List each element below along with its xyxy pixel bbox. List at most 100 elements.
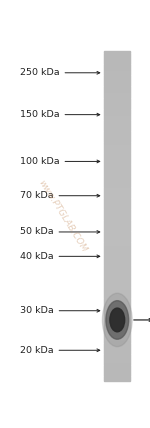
Bar — [104, 201, 130, 202]
Bar — [104, 62, 130, 63]
Bar — [104, 208, 130, 210]
Bar — [104, 90, 130, 91]
Bar — [104, 93, 130, 94]
Bar — [104, 304, 130, 305]
Bar — [104, 207, 130, 208]
Bar — [104, 348, 130, 349]
Bar — [104, 154, 130, 155]
Bar — [104, 107, 130, 108]
Bar — [104, 317, 130, 318]
Bar — [104, 273, 130, 274]
Bar — [104, 342, 130, 344]
Bar — [104, 116, 130, 117]
Bar — [104, 226, 130, 227]
Bar — [104, 368, 130, 369]
Bar — [104, 246, 130, 247]
Bar — [104, 150, 130, 152]
Bar — [104, 360, 130, 361]
Bar — [104, 143, 130, 144]
Bar — [104, 271, 130, 272]
Bar — [104, 291, 130, 292]
Bar — [104, 375, 130, 377]
Bar — [104, 101, 130, 102]
Bar — [104, 258, 130, 259]
Bar — [104, 166, 130, 167]
Bar — [104, 237, 130, 238]
Bar — [104, 380, 130, 381]
Bar — [104, 239, 130, 240]
Bar — [104, 144, 130, 145]
Bar — [104, 283, 130, 284]
Bar — [104, 265, 130, 267]
Bar — [104, 248, 130, 249]
Bar — [104, 292, 130, 293]
Bar — [104, 173, 130, 174]
Bar — [104, 253, 130, 255]
Bar — [104, 80, 130, 81]
Bar — [104, 229, 130, 230]
Bar — [104, 105, 130, 106]
Bar — [104, 181, 130, 182]
Bar — [104, 200, 130, 201]
Bar — [104, 241, 130, 243]
Bar — [104, 351, 130, 352]
Bar — [104, 163, 130, 164]
Bar — [104, 56, 130, 57]
Bar — [104, 245, 130, 246]
Bar — [104, 124, 130, 125]
Bar — [104, 167, 130, 168]
Bar — [104, 363, 130, 365]
Bar — [104, 68, 130, 69]
Bar — [104, 216, 130, 217]
Bar — [104, 112, 130, 113]
Bar — [104, 202, 130, 203]
Bar — [104, 84, 130, 86]
Bar — [104, 256, 130, 257]
Bar — [104, 274, 130, 276]
Bar — [104, 146, 130, 147]
Bar — [104, 329, 130, 330]
Text: 50 kDa: 50 kDa — [20, 227, 100, 236]
Bar — [104, 139, 130, 140]
Bar — [104, 177, 130, 178]
Bar — [104, 328, 130, 329]
Bar — [104, 197, 130, 199]
Bar — [104, 345, 130, 346]
Bar — [104, 228, 130, 229]
Bar — [104, 126, 130, 127]
Bar — [104, 284, 130, 285]
Bar — [104, 357, 130, 358]
Bar — [104, 313, 130, 314]
Bar — [104, 159, 130, 160]
Bar — [104, 169, 130, 170]
Text: 70 kDa: 70 kDa — [20, 191, 100, 200]
Bar — [104, 233, 130, 234]
Bar — [104, 149, 130, 150]
Bar — [104, 315, 130, 316]
Bar — [104, 100, 130, 101]
Bar — [104, 236, 130, 237]
Bar — [104, 370, 130, 371]
Text: 20 kDa: 20 kDa — [20, 346, 100, 355]
Bar — [104, 335, 130, 336]
Bar — [104, 92, 130, 93]
Bar — [104, 269, 130, 270]
Bar — [104, 295, 130, 296]
Bar — [104, 377, 130, 379]
Bar — [104, 54, 130, 55]
Bar — [104, 210, 130, 211]
Bar — [104, 96, 130, 98]
Bar — [104, 94, 130, 95]
Bar — [104, 204, 130, 205]
Bar — [104, 235, 130, 236]
Bar — [104, 152, 130, 154]
Bar — [104, 156, 130, 157]
Bar — [104, 367, 130, 368]
Bar — [104, 136, 130, 137]
Bar — [104, 59, 130, 60]
Bar — [104, 192, 130, 193]
Bar — [104, 309, 130, 311]
Bar — [104, 250, 130, 251]
Ellipse shape — [106, 301, 129, 339]
Bar — [104, 61, 130, 62]
